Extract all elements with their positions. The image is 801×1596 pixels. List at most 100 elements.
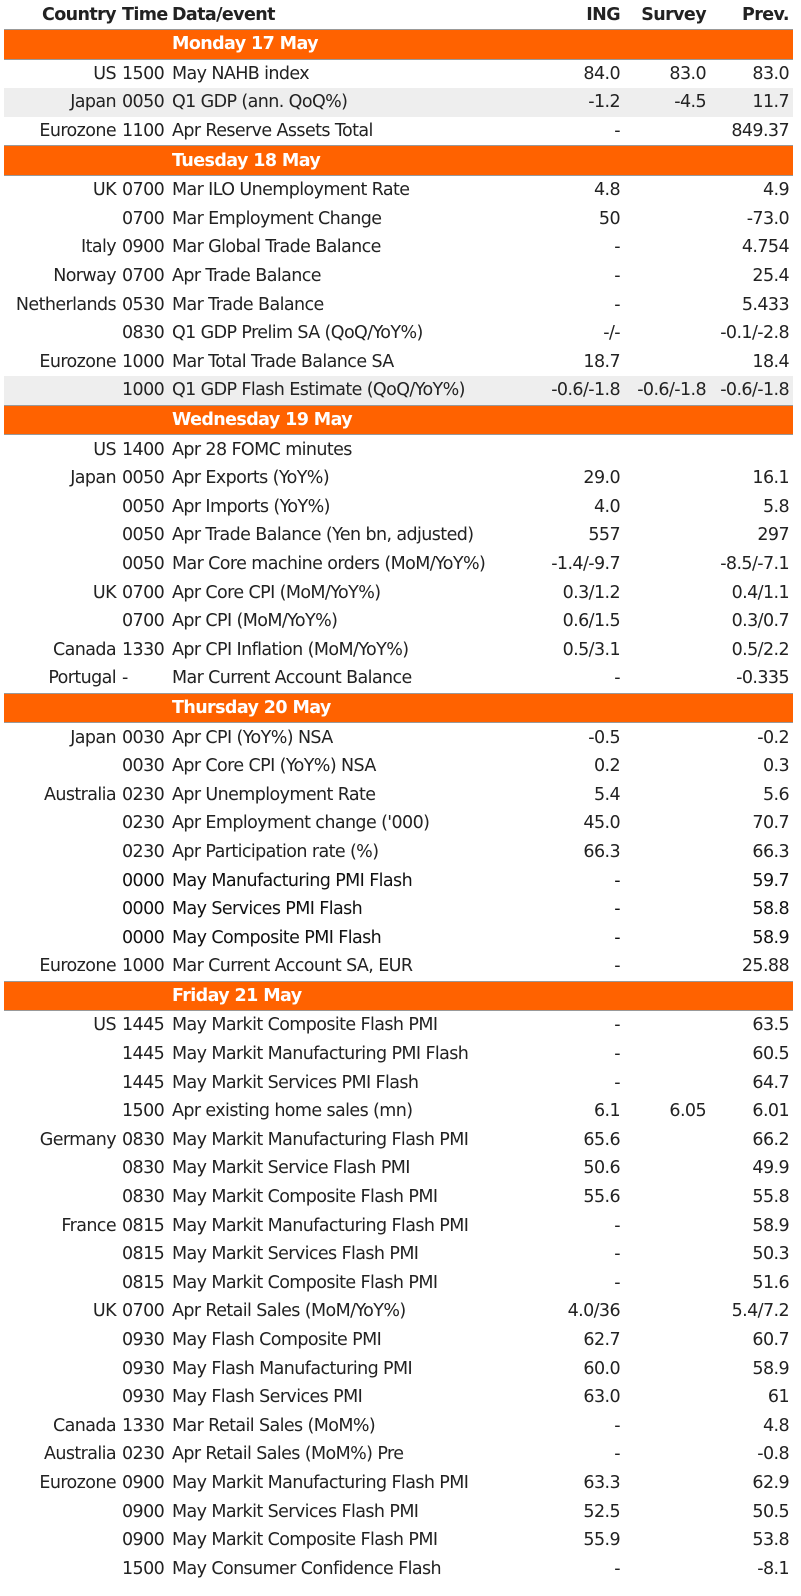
- ing-cell: 0.6/1.5: [562, 611, 621, 632]
- survey-cell: [624, 838, 710, 867]
- event-cell: Apr CPI (YoY%) NSA: [172, 727, 333, 748]
- time-cell: 0700: [122, 611, 165, 632]
- table-row: Japan 0030 Apr CPI (YoY%) NSA -0.5 -0.2: [4, 723, 793, 752]
- country-cell: [4, 1497, 120, 1526]
- survey-cell: [624, 1068, 710, 1097]
- ing-cell: -1.4/-9.7: [551, 553, 620, 574]
- table-row: 0900 May Markit Composite Flash PMI 55.9 53…: [4, 1526, 793, 1555]
- event-cell: Apr Trade Balance: [172, 266, 322, 287]
- country-cell: US: [93, 63, 116, 84]
- survey-cell: [624, 1040, 710, 1069]
- country-cell: US: [93, 1015, 116, 1036]
- country-cell: Germany: [39, 1129, 117, 1150]
- survey-cell: [624, 1526, 710, 1555]
- header-ing: ING: [586, 4, 620, 25]
- day-header-row: Friday 21 May: [4, 980, 793, 1012]
- header-prev: Prev.: [742, 4, 790, 25]
- ing-cell: 5.4: [593, 784, 621, 805]
- prev-cell: 58.8: [752, 899, 789, 920]
- ing-cell: -1.2: [528, 88, 624, 117]
- table-row: Eurozone 0900 May Markit Manufacturing Fla…: [4, 1469, 793, 1498]
- country-cell: Eurozone: [39, 1472, 116, 1493]
- country-cell: [4, 319, 120, 348]
- survey-cell: [624, 1269, 710, 1298]
- event-cell: May Markit Manufacturing Flash PMI: [172, 1472, 469, 1493]
- time-cell: 0030: [122, 756, 165, 777]
- day-header-spacer: [120, 404, 170, 436]
- day-label: Wednesday 19 May: [170, 404, 793, 436]
- prev-cell: 11.7: [710, 88, 793, 117]
- ing-cell: -: [614, 927, 620, 948]
- table-row: Japan 0050 Apr Exports (YoY%) 29.0 16.1: [4, 464, 793, 493]
- survey-cell: [624, 319, 710, 348]
- time-cell: 1400: [122, 439, 165, 460]
- time-cell: 0830: [122, 1158, 165, 1179]
- country-cell: [4, 809, 120, 838]
- prev-cell: -0.2: [757, 727, 789, 748]
- time-cell: 1100: [122, 121, 165, 142]
- event-cell: May Consumer Confidence Flash: [172, 1558, 442, 1579]
- country-cell: [4, 1326, 120, 1355]
- time-cell: 0050: [122, 525, 165, 546]
- ing-cell: [528, 435, 624, 464]
- table-row: 0815 May Markit Composite Flash PMI - 51.6: [4, 1269, 793, 1298]
- table-body: Monday 17 May US 1500 May NAHB index 84.0 83.…: [4, 29, 793, 1584]
- event-cell: May Markit Composite Flash PMI: [172, 1272, 438, 1293]
- prev-cell: 0.3/0.7: [731, 611, 790, 632]
- prev-cell: 58.9: [752, 1215, 789, 1236]
- survey-cell: [624, 1354, 710, 1383]
- table-row: 0830 May Markit Service Flash PMI 50.6 49.9: [4, 1154, 793, 1183]
- prev-cell: 61: [767, 1387, 790, 1408]
- event-cell: Apr Retail Sales (MoM/YoY%): [172, 1301, 406, 1322]
- table-row: Canada 1330 Mar Retail Sales (MoM%) - 4.8: [4, 1412, 793, 1441]
- header-country: Country: [42, 4, 117, 25]
- table-row: 0930 May Flash Manufacturing PMI 60.0 58.9: [4, 1354, 793, 1383]
- survey-cell: [624, 175, 710, 204]
- time-cell: 1000: [122, 351, 165, 372]
- ing-cell: 0.2: [593, 756, 621, 777]
- country-cell: [4, 1269, 120, 1298]
- survey-cell: [624, 435, 710, 464]
- day-header-spacer: [120, 145, 170, 176]
- survey-cell: [624, 1440, 710, 1469]
- prev-cell: 63.5: [752, 1015, 789, 1036]
- survey-cell: [624, 895, 710, 924]
- ing-cell: 18.7: [583, 351, 620, 372]
- event-cell: May NAHB index: [172, 63, 310, 84]
- table-row: Australia 0230 Apr Retail Sales (MoM%) Pre…: [4, 1440, 793, 1469]
- ing-cell: 50.6: [583, 1158, 620, 1179]
- event-cell: Apr CPI Inflation (MoM/YoY%): [172, 639, 409, 660]
- event-cell: Q1 GDP Prelim SA (QoQ/YoY%): [172, 323, 423, 344]
- day-label: Friday 21 May: [170, 980, 793, 1012]
- survey-cell: [624, 1240, 710, 1269]
- day-header-spacer: [120, 980, 170, 1012]
- survey-cell: [624, 348, 710, 377]
- country-cell: [4, 838, 120, 867]
- day-header-spacer: [4, 29, 120, 60]
- country-cell: [4, 1554, 120, 1583]
- day-label: Monday 17 May: [170, 29, 793, 60]
- survey-cell: [624, 1126, 710, 1155]
- day-header-spacer: [4, 980, 120, 1012]
- country-cell: Japan: [70, 727, 116, 748]
- event-cell: Mar Core machine orders (MoM/YoY%): [172, 553, 486, 574]
- ing-cell: 66.3: [583, 841, 620, 862]
- table-row: 0830 May Markit Composite Flash PMI 55.6 55…: [4, 1183, 793, 1212]
- survey-cell: [624, 1554, 710, 1583]
- table-row: 0700 Mar Employment Change 50 -73.0: [4, 205, 793, 234]
- country-cell: Eurozone: [39, 956, 116, 977]
- prev-cell: -73.0: [746, 208, 790, 229]
- ing-cell: 29.0: [583, 468, 620, 489]
- ing-cell: 52.5: [583, 1501, 620, 1522]
- event-cell: May Markit Composite Flash PMI: [172, 1530, 438, 1551]
- survey-cell: [624, 1183, 710, 1212]
- ing-cell: 0.3/1.2: [562, 582, 621, 603]
- table-row: Eurozone 1100 Apr Reserve Assets Total - 849…: [4, 117, 793, 146]
- ing-cell: 62.7: [583, 1330, 620, 1351]
- survey-cell: [624, 233, 710, 262]
- day-header-row: Tuesday 18 May: [4, 145, 793, 176]
- event-cell: Apr Reserve Assets Total: [172, 121, 373, 142]
- survey-cell: [624, 1297, 710, 1326]
- ing-cell: 50: [598, 208, 621, 229]
- table-row: 1000 Q1 GDP Flash Estimate (QoQ/YoY%) -0.6…: [4, 376, 793, 406]
